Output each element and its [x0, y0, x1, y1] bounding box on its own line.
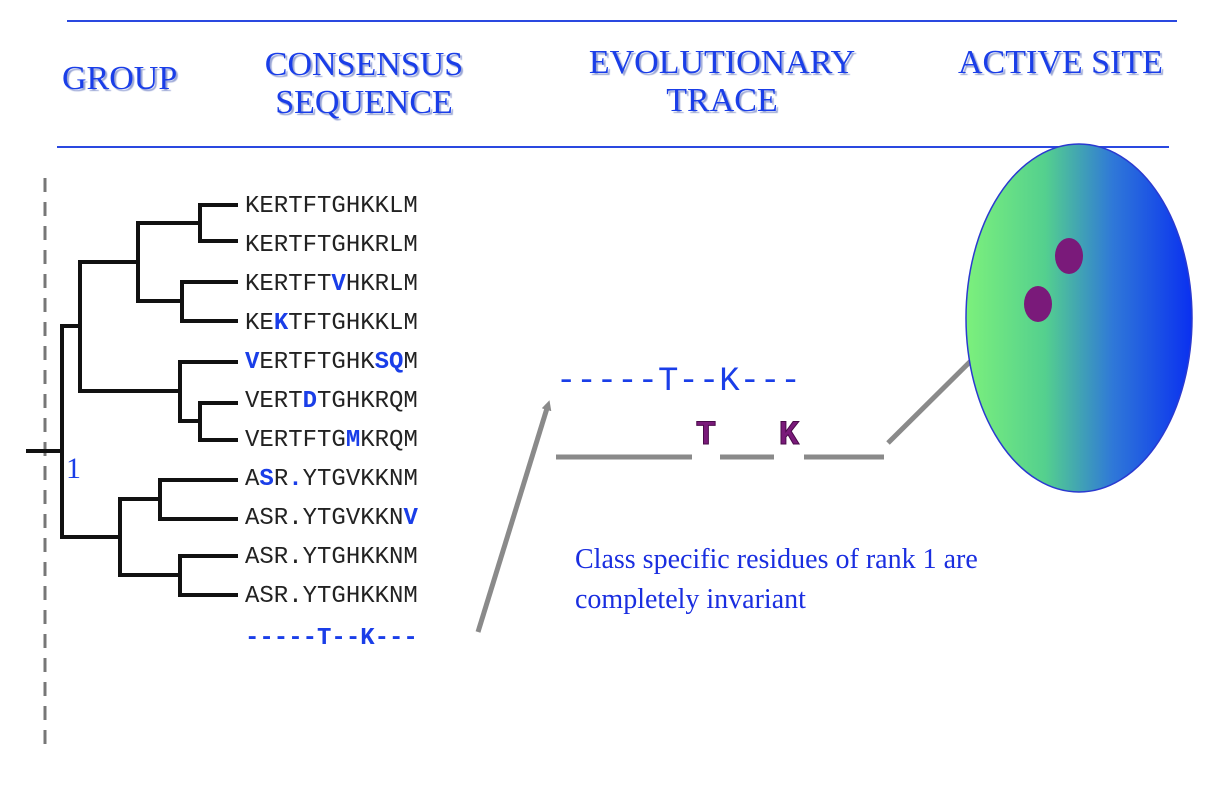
trace-consensus-line: -----T--K---: [556, 363, 801, 401]
sequence-segment: KERTFTGHKRLM: [245, 232, 418, 259]
consensus-to-trace-arrow: [475, 400, 552, 633]
sequence-row: ASR.YTGVKKNV: [245, 505, 418, 532]
sequence-segment: A: [245, 466, 260, 493]
caption-line2: completely invariant: [575, 584, 806, 615]
sequence-row: VERTDTGHKRQM: [245, 388, 418, 415]
protein-surface: [965, 143, 1193, 493]
sequence-segment: KE: [245, 310, 274, 337]
caption-line1: Class specific residues of rank 1 are: [575, 544, 978, 575]
sequence-alignment: KERTFTGHKKLMKERTFTGHKRLMKERTFTVHKRLMKEKT…: [245, 193, 418, 610]
sequence-row: ASR.YTGHKKNM: [245, 583, 418, 610]
header-top-rule: [67, 20, 1177, 22]
trace-residue-t: T: [696, 417, 716, 455]
highlighted-residue: V: [331, 271, 346, 298]
sequence-segment: HKRLM: [346, 271, 418, 298]
sequence-segment: ERTFTGHK: [259, 349, 375, 376]
sequence-segment: ASR.YTGHKKNM: [245, 544, 418, 571]
group-number-label: 1: [66, 452, 81, 485]
consensus-line: -----T--K---: [245, 625, 418, 652]
trace-residue-k: K: [779, 417, 800, 455]
sequence-row: ASR.YTGVKKNM: [245, 466, 418, 493]
active-site-residue-1: [1055, 238, 1083, 274]
sequence-segment: ASR.YTGHKKNM: [245, 583, 418, 610]
sequence-segment: ASR.YTGVKKN: [245, 505, 403, 532]
sequence-segment: TFTGHKKLM: [288, 310, 418, 337]
highlighted-residue: V: [245, 349, 260, 376]
caption-note: Class specific residues of rank 1 are co…: [575, 540, 978, 620]
sequence-row: KERTFTGHKRLM: [245, 232, 418, 259]
sequence-segment: VERTFTG: [245, 427, 346, 454]
sequence-row: ASR.YTGHKKNM: [245, 544, 418, 571]
header-consensus-sequence: CONSENSUS SEQUENCE: [244, 46, 484, 122]
header-bottom-rule: [57, 146, 1169, 148]
highlighted-residue: V: [403, 505, 418, 532]
sequence-segment: KERTFT: [245, 271, 331, 298]
highlighted-residue: SQ: [375, 349, 404, 376]
highlighted-residue: D: [303, 388, 317, 415]
sequence-row: VERTFTGHKSQM: [245, 349, 418, 376]
header-consensus-line2: SEQUENCE: [275, 84, 453, 121]
sequence-segment: YTGVKKNM: [303, 466, 418, 493]
header-trace-line2: TRACE: [666, 82, 778, 119]
sequence-segment: TGHKRQM: [317, 388, 418, 415]
sequence-segment: R: [274, 466, 288, 493]
sequence-row: KEKTFTGHKKLM: [245, 310, 418, 337]
sequence-segment: KRQM: [360, 427, 418, 454]
phylogenetic-tree: [26, 203, 238, 597]
sequence-segment: VERT: [245, 388, 303, 415]
header-trace-line1: EVOLUTIONARY: [588, 44, 856, 81]
sequence-segment: KERTFTGHKKLM: [245, 193, 418, 220]
sequence-row: VERTFTGMKRQM: [245, 427, 418, 454]
sequence-row: KERTFTGHKKLM: [245, 193, 418, 220]
highlighted-residue: M: [346, 427, 360, 454]
sequence-segment: M: [403, 349, 417, 376]
active-site-residue-2: [1024, 286, 1052, 322]
sequence-row: KERTFTVHKRLM: [245, 271, 418, 298]
highlighted-residue: .: [288, 466, 302, 493]
header-consensus-line1: CONSENSUS: [264, 46, 464, 83]
header-active-site: ACTIVE SITE: [958, 44, 1163, 81]
header-group: GROUP: [62, 60, 178, 97]
header-evolutionary-trace: EVOLUTIONARY TRACE: [552, 44, 892, 120]
highlighted-residue: S: [259, 466, 273, 493]
highlighted-residue: K: [274, 310, 289, 337]
